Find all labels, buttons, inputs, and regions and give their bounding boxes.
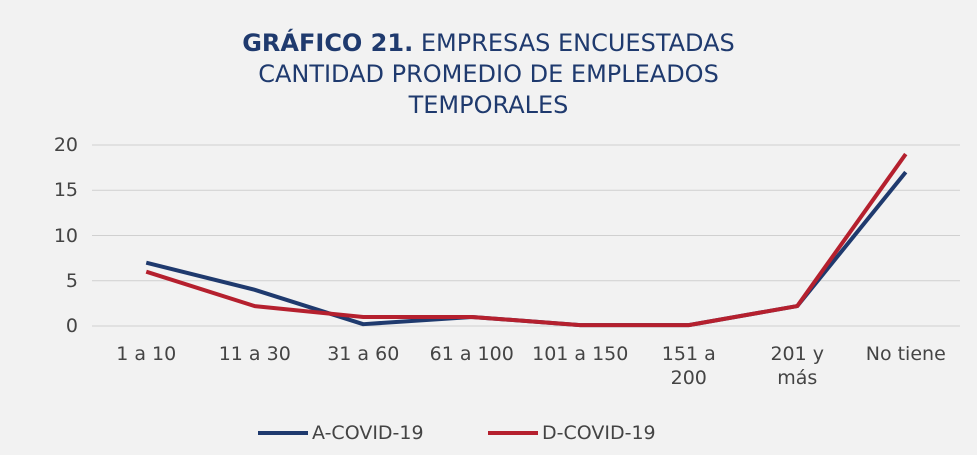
y-tick-label: 5 <box>65 269 78 292</box>
x-tick-label: 201 y más <box>770 343 825 389</box>
x-tick-label: 11 a 30 <box>218 343 291 365</box>
x-tick-label: 31 a 60 <box>327 343 400 365</box>
x-tick-label: 101 a 150 <box>532 343 629 365</box>
y-tick-label: 0 <box>65 315 78 337</box>
title-prefix: GRÁFICO 21. <box>242 29 414 57</box>
title-line: EMPRESAS ENCUESTADAS <box>420 29 735 57</box>
title-line: CANTIDAD PROMEDIO DE EMPLEADOS <box>258 60 719 88</box>
y-tick-label: 10 <box>53 224 78 247</box>
legend-label: A-COVID-19 <box>312 422 424 444</box>
x-tick-label: No tiene <box>865 343 946 365</box>
x-tick-label: 61 a 100 <box>429 343 514 365</box>
series-line <box>145 170 908 328</box>
title-line: TEMPORALES <box>408 91 569 119</box>
y-tick-label: 20 <box>53 134 78 156</box>
x-tick-label: 1 a 10 <box>116 343 177 365</box>
chart-title: GRÁFICO 21. EMPRESAS ENCUESTADAS <box>0 30 977 57</box>
legend-label: D-COVID-19 <box>542 422 656 444</box>
y-tick-label: 15 <box>53 179 78 202</box>
x-tick-label: 151 a 200 <box>661 343 716 389</box>
series-line <box>145 152 908 328</box>
